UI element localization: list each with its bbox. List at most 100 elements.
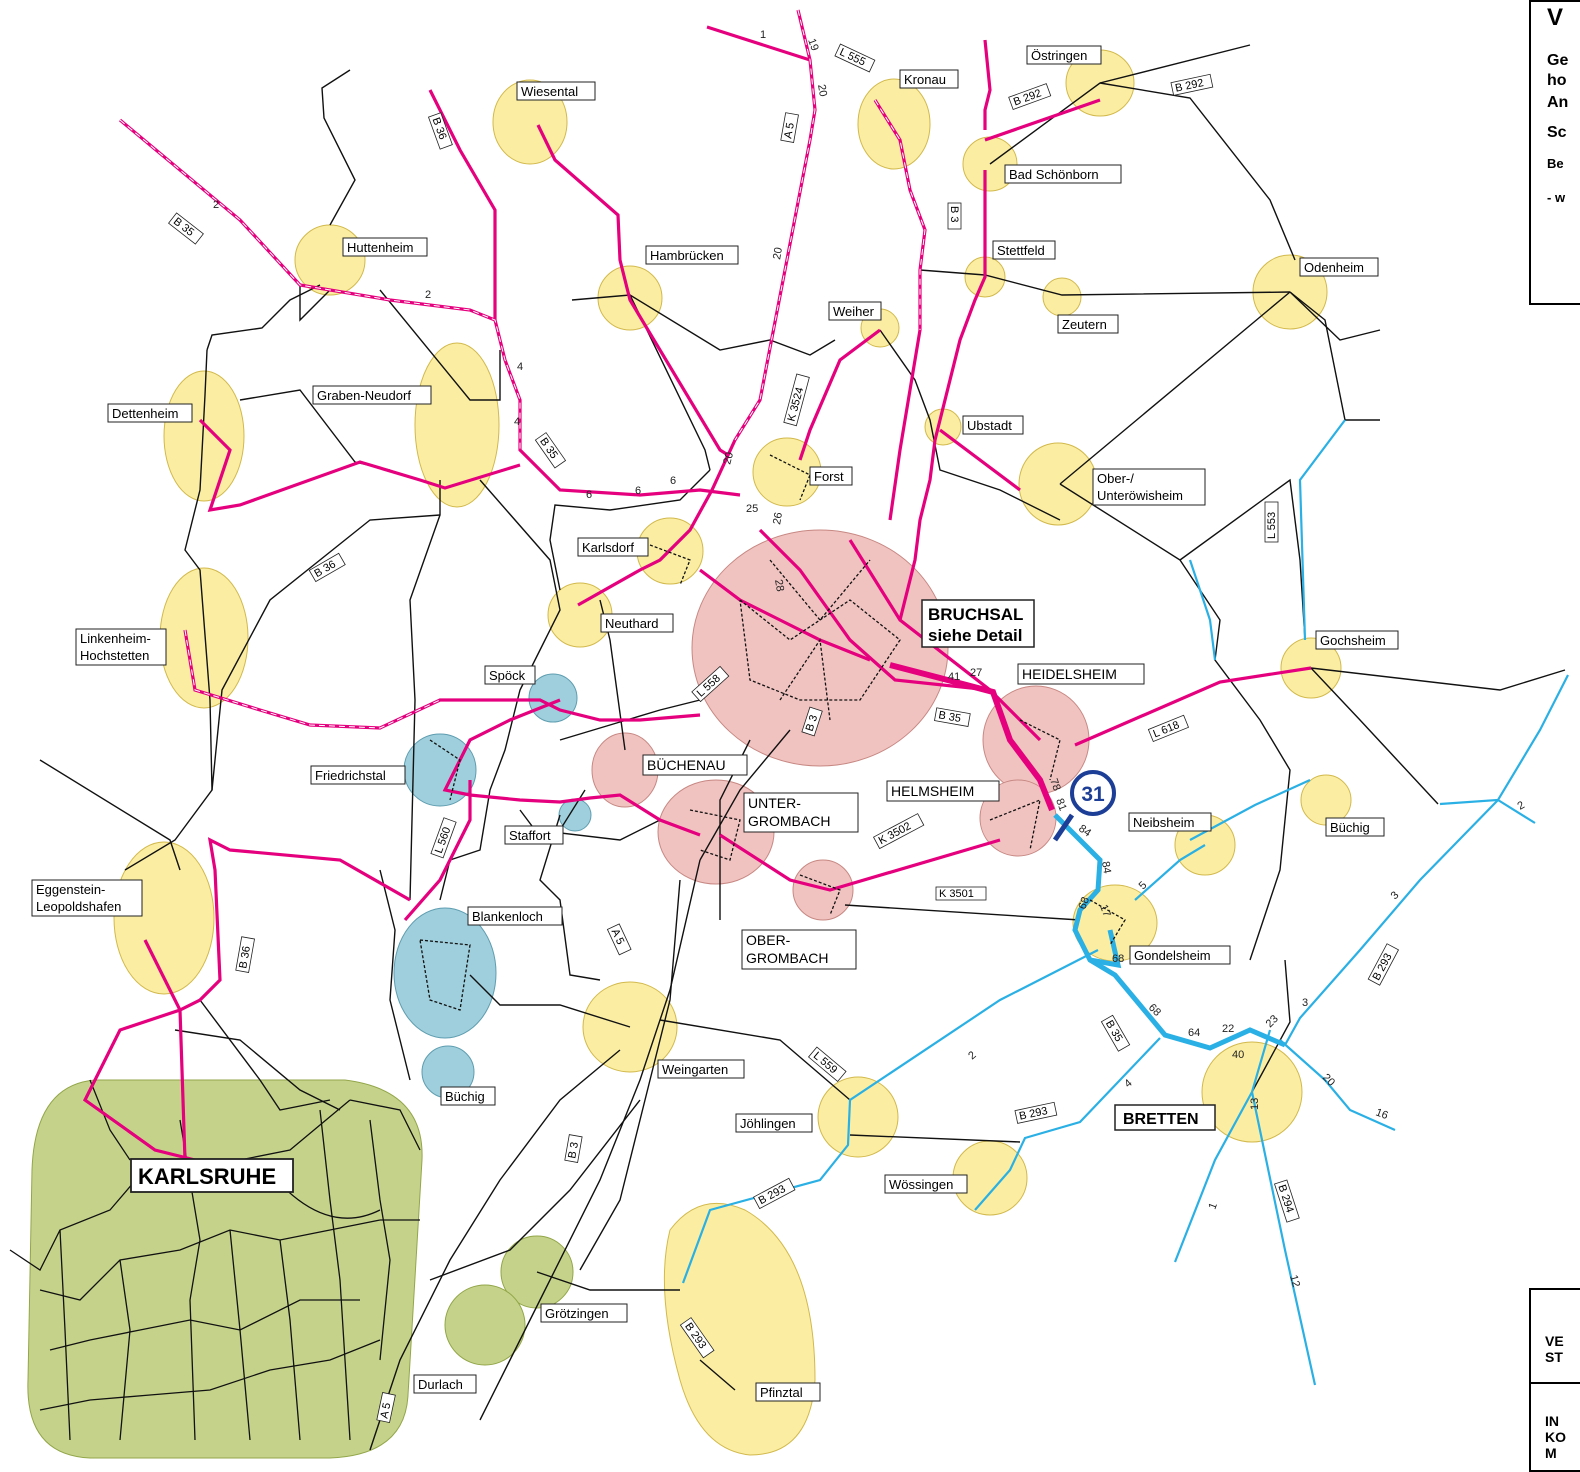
count-label: 68 <box>1077 895 1092 911</box>
label-heidelsheim: HEIDELSHEIM <box>1017 663 1145 685</box>
label-joehlingen: Jöhlingen <box>735 1113 813 1133</box>
svg-text:L 553: L 553 <box>1266 512 1278 539</box>
count-label: 20 <box>815 83 829 97</box>
svg-text:Gondelsheim: Gondelsheim <box>1134 948 1211 963</box>
svg-text:Huttenheim: Huttenheim <box>347 240 413 255</box>
svg-text:A 5: A 5 <box>782 122 797 140</box>
svg-text:B 294: B 294 <box>1275 1183 1295 1214</box>
legend-footer-line: ST <box>1545 1349 1563 1365</box>
town-streets <box>419 454 1126 1011</box>
count-label: 20 <box>721 451 736 466</box>
count-label: 28 <box>772 578 786 592</box>
road-label-l618: L 618 <box>1147 714 1190 743</box>
svg-text:BÜCHENAU: BÜCHENAU <box>647 756 726 773</box>
road-label-b293b: B 293 <box>1367 943 1400 986</box>
count-label: 64 <box>1188 1027 1200 1039</box>
road-label-l553: L 553 <box>1264 501 1279 543</box>
svg-text:GROMBACH: GROMBACH <box>746 950 828 966</box>
count-label: 3 <box>1302 997 1308 1009</box>
svg-text:Weiher: Weiher <box>833 304 875 319</box>
count-label: 78 <box>1047 777 1062 793</box>
svg-text:siehe Detail: siehe Detail <box>928 626 1023 645</box>
town-labels: Wiesental Kronau Östringen Bad Schönborn… <box>31 45 1399 1402</box>
svg-text:Büchig: Büchig <box>1330 820 1370 835</box>
route-31-marker[interactable]: 31 <box>1052 770 1116 842</box>
count-label: 1 <box>760 29 766 41</box>
label-pfinztal: Pfinztal <box>755 1382 821 1402</box>
svg-text:Karlsdorf: Karlsdorf <box>582 540 634 555</box>
traffic-counts: 1 19 20 20 20 2 2 4 4 6 6 6 25 26 28 27 … <box>213 29 1527 1289</box>
count-label: 26 <box>771 511 785 525</box>
svg-text:Forst: Forst <box>814 469 844 484</box>
svg-text:Graben-Neudorf: Graben-Neudorf <box>317 388 411 403</box>
label-ubstadt: Ubstadt <box>962 415 1024 435</box>
count-label: 19 <box>805 37 820 53</box>
svg-text:B 293: B 293 <box>757 1183 788 1207</box>
svg-text:Stettfeld: Stettfeld <box>997 243 1045 258</box>
legend-line: - w <box>1547 190 1566 205</box>
count-label: 2 <box>1516 799 1527 812</box>
count-label: 20 <box>1320 1072 1337 1089</box>
label-karlsdorf: Karlsdorf <box>577 537 649 557</box>
road-label-b35d: B 35 <box>1100 1014 1131 1052</box>
legend-panel: V Ge ho An Sc Be - w <box>1529 0 1580 305</box>
svg-text:B 3: B 3 <box>948 206 960 223</box>
count-label: 25 <box>746 503 758 515</box>
label-gochsheim: Gochsheim <box>1315 630 1399 650</box>
count-label: 4 <box>1122 1077 1134 1090</box>
legend-footer-line: KO <box>1545 1429 1566 1445</box>
svg-text:Wiesental: Wiesental <box>521 84 578 99</box>
label-neibsheim: Neibsheim <box>1128 812 1212 832</box>
count-label: 2 <box>213 199 219 211</box>
label-woessingen: Wössingen <box>884 1174 968 1194</box>
svg-text:Leopoldshafen: Leopoldshafen <box>36 899 121 914</box>
label-friedrichstal: Friedrichstal <box>310 765 406 785</box>
svg-text:Weingarten: Weingarten <box>662 1062 728 1077</box>
svg-text:B 293: B 293 <box>1018 1105 1049 1123</box>
svg-text:Büchig: Büchig <box>445 1089 485 1104</box>
svg-text:31: 31 <box>1081 783 1105 806</box>
svg-text:Neibsheim: Neibsheim <box>1133 815 1194 830</box>
road-label-k3502: K 3502 <box>872 813 925 850</box>
count-label: 84 <box>1099 860 1113 874</box>
count-label: 13 <box>1249 1098 1261 1110</box>
label-huttenheim: Huttenheim <box>342 237 428 257</box>
svg-text:K 3501: K 3501 <box>939 888 974 900</box>
svg-text:B 292: B 292 <box>1174 77 1205 95</box>
label-graben-neudorf: Graben-Neudorf <box>312 385 432 405</box>
svg-text:UNTER-: UNTER- <box>748 795 801 811</box>
count-label: 68 <box>1112 953 1124 965</box>
count-label: 3 <box>1389 889 1402 902</box>
road-label-b292a: B 292 <box>1008 83 1052 111</box>
label-durlach: Durlach <box>413 1374 477 1394</box>
road-label-b35a: B 35 <box>168 212 204 245</box>
svg-text:Ober-/: Ober-/ <box>1097 471 1134 486</box>
svg-text:BRETTEN: BRETTEN <box>1123 1111 1199 1128</box>
svg-text:Spöck: Spöck <box>489 668 526 683</box>
svg-text:Staffort: Staffort <box>509 828 551 843</box>
svg-text:B 3: B 3 <box>566 1141 581 1159</box>
label-odenheim: Odenheim <box>1299 257 1379 277</box>
legend-line: An <box>1547 94 1569 111</box>
svg-text:K 3524: K 3524 <box>786 386 807 423</box>
label-weiher: Weiher <box>828 301 882 321</box>
label-buechig-west: Büchig <box>440 1086 496 1106</box>
road-label-b36b: B 36 <box>308 552 346 583</box>
count-label: 1 <box>1207 1201 1220 1211</box>
count-label: 81 <box>1053 797 1068 813</box>
svg-text:BRUCHSAL: BRUCHSAL <box>928 605 1023 624</box>
label-gondelsheim: Gondelsheim <box>1129 945 1231 965</box>
road-label-b35b: B 35 <box>534 432 567 469</box>
label-ober-unteroewisheim: Ober-/ Unteröwisheim <box>1092 468 1206 506</box>
road-label-b35c: B 35 <box>934 707 971 727</box>
legend-footer: VE ST IN KO M <box>1529 1288 1580 1472</box>
label-buechig-east: Büchig <box>1325 817 1385 837</box>
svg-text:GROMBACH: GROMBACH <box>748 813 830 829</box>
legend-line: Sc <box>1547 124 1567 141</box>
count-label: 17 <box>1097 903 1112 919</box>
label-wiesental: Wiesental <box>516 81 596 101</box>
svg-text:B 3: B 3 <box>804 714 821 733</box>
label-neuthard: Neuthard <box>600 613 674 633</box>
label-forst: Forst <box>809 466 853 486</box>
count-label: 2 <box>425 289 431 301</box>
